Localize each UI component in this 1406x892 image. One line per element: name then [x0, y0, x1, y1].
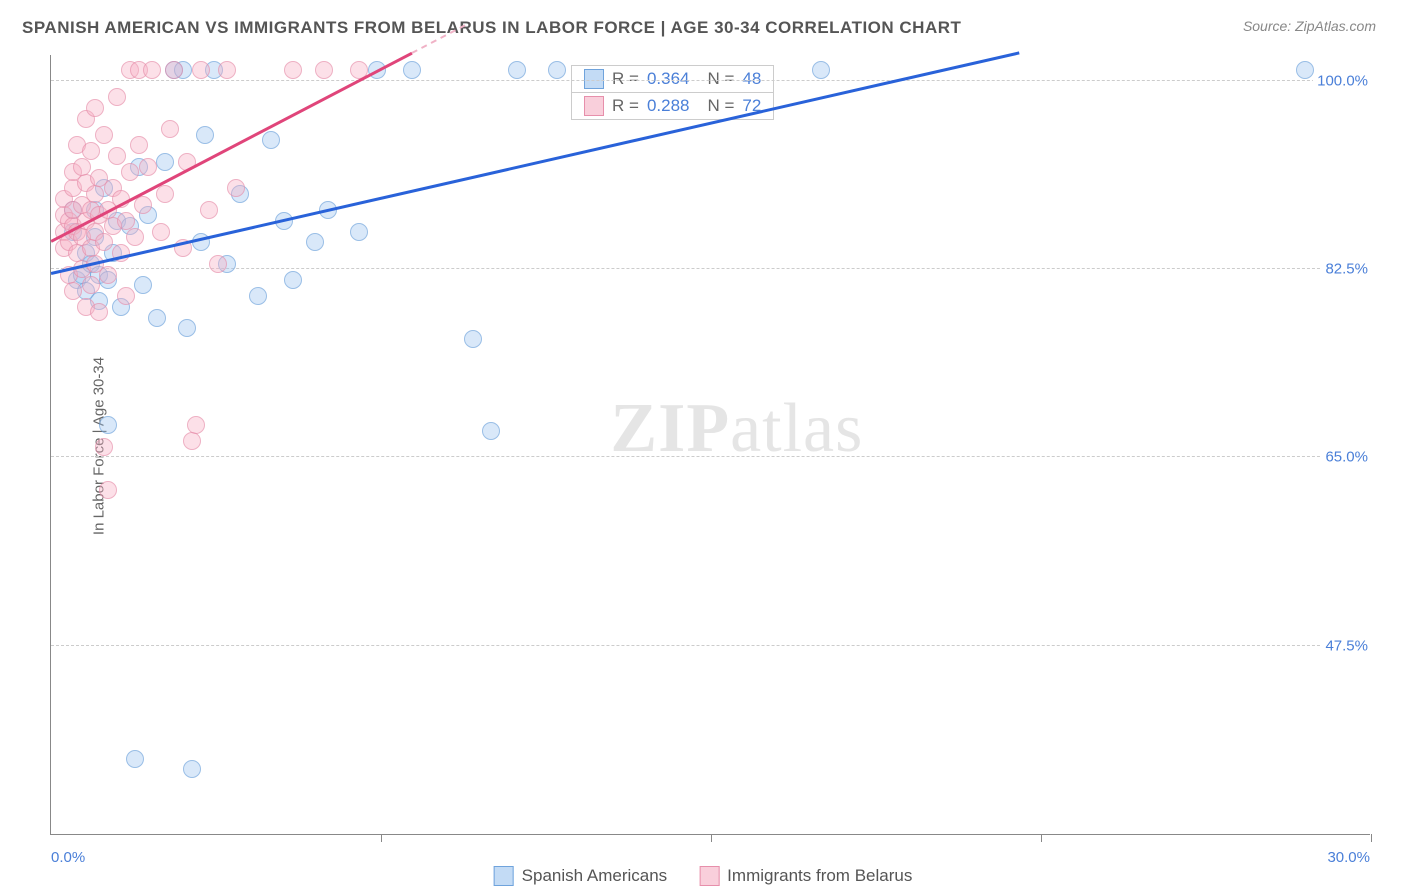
data-point: [126, 750, 144, 768]
data-point: [148, 309, 166, 327]
data-point: [218, 61, 236, 79]
data-point: [108, 88, 126, 106]
y-tick-label: 100.0%: [1313, 72, 1372, 89]
data-point: [249, 287, 267, 305]
data-point: [200, 201, 218, 219]
data-point: [508, 61, 526, 79]
watermark-bold: ZIP: [610, 390, 730, 467]
data-point: [95, 233, 113, 251]
data-point: [156, 153, 174, 171]
series-legend: Spanish Americans Immigrants from Belaru…: [494, 866, 913, 886]
data-point: [196, 126, 214, 144]
swatch-series2: [584, 96, 604, 116]
data-point: [284, 61, 302, 79]
r-value-series2: 0.288: [647, 96, 690, 116]
gridline: [51, 268, 1370, 269]
data-point: [90, 303, 108, 321]
data-point: [130, 136, 148, 154]
n-label: N =: [707, 96, 734, 116]
data-point: [86, 99, 104, 117]
data-point: [464, 330, 482, 348]
data-point: [209, 255, 227, 273]
legend-item: Immigrants from Belarus: [699, 866, 912, 886]
swatch-series2: [699, 866, 719, 886]
data-point: [161, 120, 179, 138]
y-tick-label: 65.0%: [1321, 449, 1372, 466]
data-point: [86, 185, 104, 203]
data-point: [192, 61, 210, 79]
data-point: [134, 276, 152, 294]
x-tick-label-max: 30.0%: [1327, 849, 1370, 866]
data-point: [108, 147, 126, 165]
gridline: [51, 456, 1370, 457]
data-point: [99, 266, 117, 284]
watermark-light: atlas: [730, 390, 863, 467]
data-point: [165, 61, 183, 79]
data-point: [482, 422, 500, 440]
data-point: [183, 432, 201, 450]
data-point: [121, 163, 139, 181]
gridline: [51, 80, 1370, 81]
plot-area: ZIPatlas R = 0.364 N = 48 R = 0.288 N = …: [50, 55, 1370, 835]
data-point: [315, 61, 333, 79]
data-point: [152, 223, 170, 241]
legend-label-series2: Immigrants from Belarus: [727, 866, 912, 886]
data-point: [99, 416, 117, 434]
data-point: [183, 760, 201, 778]
x-tick: [1041, 834, 1042, 842]
data-point: [403, 61, 421, 79]
data-point: [134, 196, 152, 214]
data-point: [82, 142, 100, 160]
data-point: [82, 276, 100, 294]
data-point: [99, 481, 117, 499]
data-point: [95, 126, 113, 144]
x-tick-label-min: 0.0%: [51, 849, 85, 866]
data-point: [187, 416, 205, 434]
legend-item: Spanish Americans: [494, 866, 668, 886]
data-point: [126, 228, 144, 246]
r-label: R =: [612, 96, 639, 116]
data-point: [548, 61, 566, 79]
data-point: [812, 61, 830, 79]
data-point: [156, 185, 174, 203]
data-point: [350, 223, 368, 241]
data-point: [178, 319, 196, 337]
chart-title: SPANISH AMERICAN VS IMMIGRANTS FROM BELA…: [22, 18, 961, 38]
data-point: [117, 287, 135, 305]
data-point: [143, 61, 161, 79]
legend-label-series1: Spanish Americans: [522, 866, 668, 886]
gridline: [51, 645, 1370, 646]
data-point: [227, 179, 245, 197]
data-point: [95, 438, 113, 456]
swatch-series1: [494, 866, 514, 886]
source-attribution: Source: ZipAtlas.com: [1243, 18, 1376, 34]
data-point: [1296, 61, 1314, 79]
y-tick-label: 82.5%: [1321, 261, 1372, 278]
y-tick-label: 47.5%: [1321, 637, 1372, 654]
data-point: [139, 158, 157, 176]
x-tick: [1371, 834, 1372, 842]
x-tick: [381, 834, 382, 842]
data-point: [284, 271, 302, 289]
correlation-legend: R = 0.364 N = 48 R = 0.288 N = 72: [571, 65, 774, 120]
data-point: [64, 282, 82, 300]
x-tick: [711, 834, 712, 842]
data-point: [73, 158, 91, 176]
data-point: [262, 131, 280, 149]
data-point: [306, 233, 324, 251]
